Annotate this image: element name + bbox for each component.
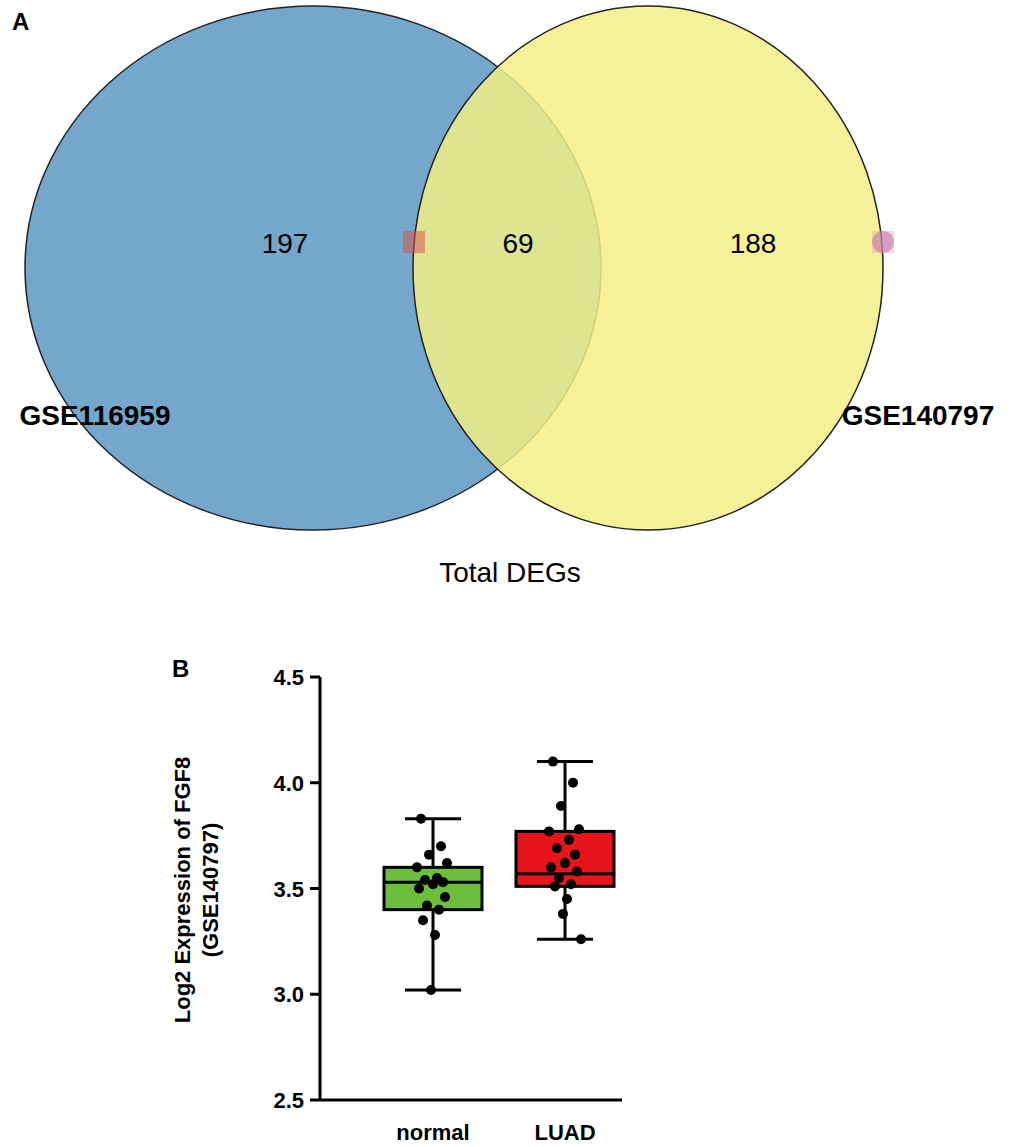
data-point bbox=[576, 934, 586, 944]
data-point bbox=[412, 862, 422, 872]
data-point bbox=[544, 826, 554, 836]
x-tick-label: LUAD bbox=[534, 1120, 595, 1145]
y-tick-label: 2.5 bbox=[273, 1088, 304, 1113]
data-point bbox=[438, 877, 448, 887]
edge-marker bbox=[872, 231, 894, 253]
figure: A 197 188 69 GSE116959 GSE140797 Total DEGs B 2.… bbox=[0, 0, 1020, 1147]
upper-whisker bbox=[564, 762, 567, 832]
y-tick-label: 4.0 bbox=[273, 771, 304, 796]
y-tick bbox=[310, 887, 320, 890]
data-point bbox=[560, 858, 570, 868]
data-point bbox=[566, 879, 576, 889]
data-point bbox=[440, 892, 450, 902]
data-point bbox=[418, 915, 428, 925]
intersection-count: 69 bbox=[502, 228, 533, 259]
data-point bbox=[562, 894, 572, 904]
edge-marker bbox=[403, 231, 425, 253]
y-axis-label-line: Log2 Expression of FGF8 bbox=[170, 757, 195, 1023]
panel-label: A bbox=[12, 8, 29, 35]
y-tick-label: 3.0 bbox=[273, 982, 304, 1007]
box bbox=[516, 831, 614, 886]
data-point bbox=[422, 900, 432, 910]
data-point bbox=[546, 862, 556, 872]
set-label: GSE140797 bbox=[842, 400, 995, 431]
y-tick-label: 4.5 bbox=[273, 665, 304, 690]
y-axis-label: Log2 Expression of FGF8(GSE140797) bbox=[170, 757, 223, 1023]
median bbox=[516, 872, 614, 875]
data-point bbox=[414, 884, 424, 894]
y-tick bbox=[310, 781, 320, 784]
data-point bbox=[548, 757, 558, 767]
data-point bbox=[564, 835, 574, 845]
data-point bbox=[572, 867, 582, 877]
data-point bbox=[558, 909, 568, 919]
data-point bbox=[426, 985, 436, 995]
box bbox=[384, 867, 482, 909]
venn-set bbox=[413, 6, 883, 530]
data-point bbox=[424, 850, 434, 860]
y-tick-label: 3.5 bbox=[273, 877, 304, 902]
data-point bbox=[550, 881, 560, 891]
data-point bbox=[436, 841, 446, 851]
y-axis-label-line: (GSE140797) bbox=[198, 823, 223, 958]
data-point bbox=[430, 930, 440, 940]
panel-label: B bbox=[172, 655, 189, 682]
plot-area bbox=[384, 757, 614, 995]
set-count: 188 bbox=[730, 228, 777, 259]
whisker-cap bbox=[405, 817, 461, 820]
y-tick bbox=[310, 993, 320, 996]
upper-whisker bbox=[432, 819, 435, 868]
x-tick-label: normal bbox=[396, 1120, 469, 1145]
data-point bbox=[416, 814, 426, 824]
caption: Total DEGs bbox=[439, 557, 581, 588]
set-label: GSE116959 bbox=[19, 400, 170, 431]
data-point bbox=[428, 879, 438, 889]
whisker-cap bbox=[537, 760, 593, 763]
data-point bbox=[568, 778, 578, 788]
data-point bbox=[434, 905, 444, 915]
data-point bbox=[442, 858, 452, 868]
data-point bbox=[556, 801, 566, 811]
set-count: 197 bbox=[262, 228, 309, 259]
data-point bbox=[570, 850, 580, 860]
y-tick bbox=[310, 676, 320, 679]
y-tick bbox=[310, 1099, 320, 1102]
lower-whisker bbox=[432, 910, 435, 990]
edge-marker bbox=[872, 231, 894, 253]
data-point bbox=[574, 824, 584, 834]
data-point bbox=[552, 843, 562, 853]
x-axis bbox=[320, 1099, 622, 1102]
